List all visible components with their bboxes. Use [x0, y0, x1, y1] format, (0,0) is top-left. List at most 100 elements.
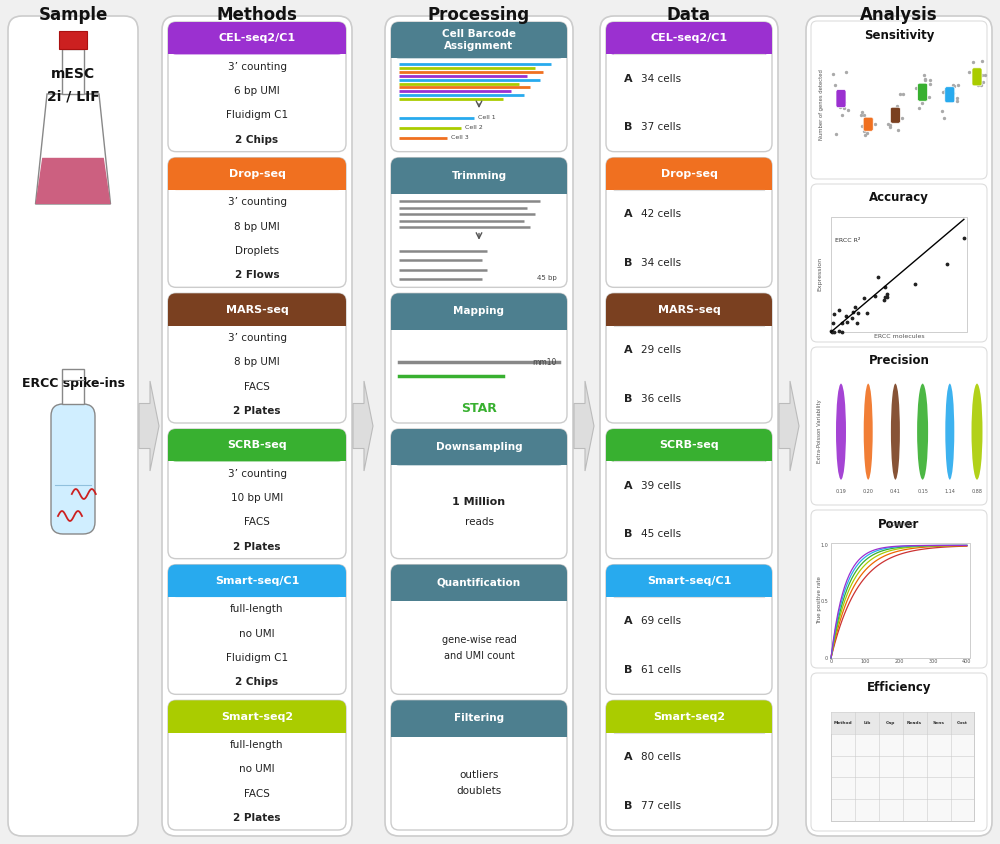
FancyBboxPatch shape [606, 158, 772, 287]
Text: FACS: FACS [244, 517, 270, 528]
Text: 42 cells: 42 cells [641, 209, 681, 219]
Ellipse shape [917, 384, 928, 479]
FancyBboxPatch shape [606, 565, 772, 695]
Text: 69 cells: 69 cells [641, 616, 681, 626]
Text: Sens: Sens [933, 721, 945, 725]
Point [849, 316, 865, 330]
Point [859, 306, 875, 320]
Bar [168, 581, 346, 597]
Point [977, 68, 993, 82]
Point [845, 306, 861, 319]
Text: 45 cells: 45 cells [641, 529, 681, 539]
Point [961, 65, 977, 78]
Point [880, 117, 896, 131]
Text: 2 Plates: 2 Plates [233, 542, 281, 551]
Text: Drop-seq: Drop-seq [229, 169, 285, 179]
Point [831, 304, 847, 317]
Point [934, 105, 950, 118]
Text: B: B [624, 665, 632, 675]
FancyBboxPatch shape [8, 16, 138, 836]
Point [950, 78, 966, 91]
Bar [391, 717, 567, 737]
Point [824, 325, 840, 338]
Text: 39 cells: 39 cells [641, 481, 681, 490]
Text: Methods: Methods [217, 6, 297, 24]
Text: 0.88: 0.88 [972, 489, 982, 494]
Text: 45 bp: 45 bp [537, 275, 557, 281]
FancyBboxPatch shape [606, 294, 772, 326]
FancyBboxPatch shape [863, 117, 873, 131]
Text: Mapping: Mapping [454, 306, 505, 316]
Bar [168, 717, 346, 733]
Point [935, 85, 951, 99]
Bar [59, 31, 87, 49]
Point [828, 127, 844, 141]
Point [917, 73, 933, 87]
Text: Reads: Reads [907, 721, 922, 725]
FancyBboxPatch shape [168, 158, 346, 190]
Text: 2 Chips: 2 Chips [235, 677, 279, 687]
Text: Cell Barcode
Assignment: Cell Barcode Assignment [442, 30, 516, 51]
Point [877, 280, 893, 294]
Text: Cell 1: Cell 1 [478, 116, 495, 121]
Text: A: A [624, 752, 633, 762]
FancyBboxPatch shape [391, 701, 567, 737]
Text: B: B [624, 122, 632, 133]
Text: MARS-seq: MARS-seq [658, 305, 720, 315]
Bar [606, 38, 772, 54]
Point [823, 325, 839, 338]
Text: A: A [624, 345, 633, 355]
Text: Lib: Lib [863, 721, 871, 725]
Text: 8 bp UMI: 8 bp UMI [234, 357, 280, 367]
Text: CEL-seq2/C1: CEL-seq2/C1 [650, 33, 728, 43]
Text: Drop-seq: Drop-seq [661, 169, 717, 179]
Point [826, 325, 842, 338]
Point [827, 78, 843, 92]
Point [834, 325, 850, 338]
Text: 1,000,000: 1,000,000 [887, 522, 914, 527]
FancyBboxPatch shape [168, 701, 346, 733]
Text: 10 bp UMI: 10 bp UMI [231, 493, 283, 503]
Text: Efficiency: Efficiency [867, 680, 931, 694]
Point [945, 86, 961, 100]
Text: 80 cells: 80 cells [641, 752, 681, 762]
Point [882, 118, 898, 132]
Text: Smart-seq2: Smart-seq2 [653, 711, 725, 722]
Point [970, 68, 986, 81]
FancyBboxPatch shape [168, 565, 346, 695]
Point [888, 109, 904, 122]
Point [890, 122, 906, 136]
Text: Power: Power [878, 517, 920, 531]
Point [857, 111, 873, 125]
Text: outliers: outliers [459, 771, 499, 781]
Text: Processing: Processing [428, 6, 530, 24]
Ellipse shape [836, 384, 846, 479]
Point [847, 300, 863, 313]
FancyBboxPatch shape [600, 16, 778, 836]
FancyBboxPatch shape [168, 158, 346, 287]
FancyBboxPatch shape [391, 158, 567, 194]
Text: mESC: mESC [51, 67, 95, 81]
Bar [62, 369, 84, 404]
Text: Data: Data [667, 6, 711, 24]
Point [836, 101, 852, 115]
Text: Analysis: Analysis [860, 6, 938, 24]
Text: Smart-seq2: Smart-seq2 [221, 711, 293, 722]
Text: 1 Million: 1 Million [452, 497, 506, 507]
FancyBboxPatch shape [811, 21, 987, 179]
FancyBboxPatch shape [168, 294, 346, 326]
Bar [606, 445, 772, 462]
Text: 29 cells: 29 cells [641, 345, 681, 355]
Bar [391, 581, 567, 601]
FancyBboxPatch shape [945, 87, 955, 103]
FancyBboxPatch shape [51, 404, 95, 534]
Text: Extra-Poisson Variability: Extra-Poisson Variability [818, 399, 822, 463]
Polygon shape [779, 381, 799, 471]
Text: FACS: FACS [244, 788, 270, 798]
Text: A: A [624, 481, 633, 490]
FancyBboxPatch shape [918, 84, 928, 101]
Bar [168, 38, 346, 54]
FancyBboxPatch shape [391, 158, 567, 287]
FancyBboxPatch shape [606, 429, 772, 559]
Text: B: B [624, 801, 632, 811]
